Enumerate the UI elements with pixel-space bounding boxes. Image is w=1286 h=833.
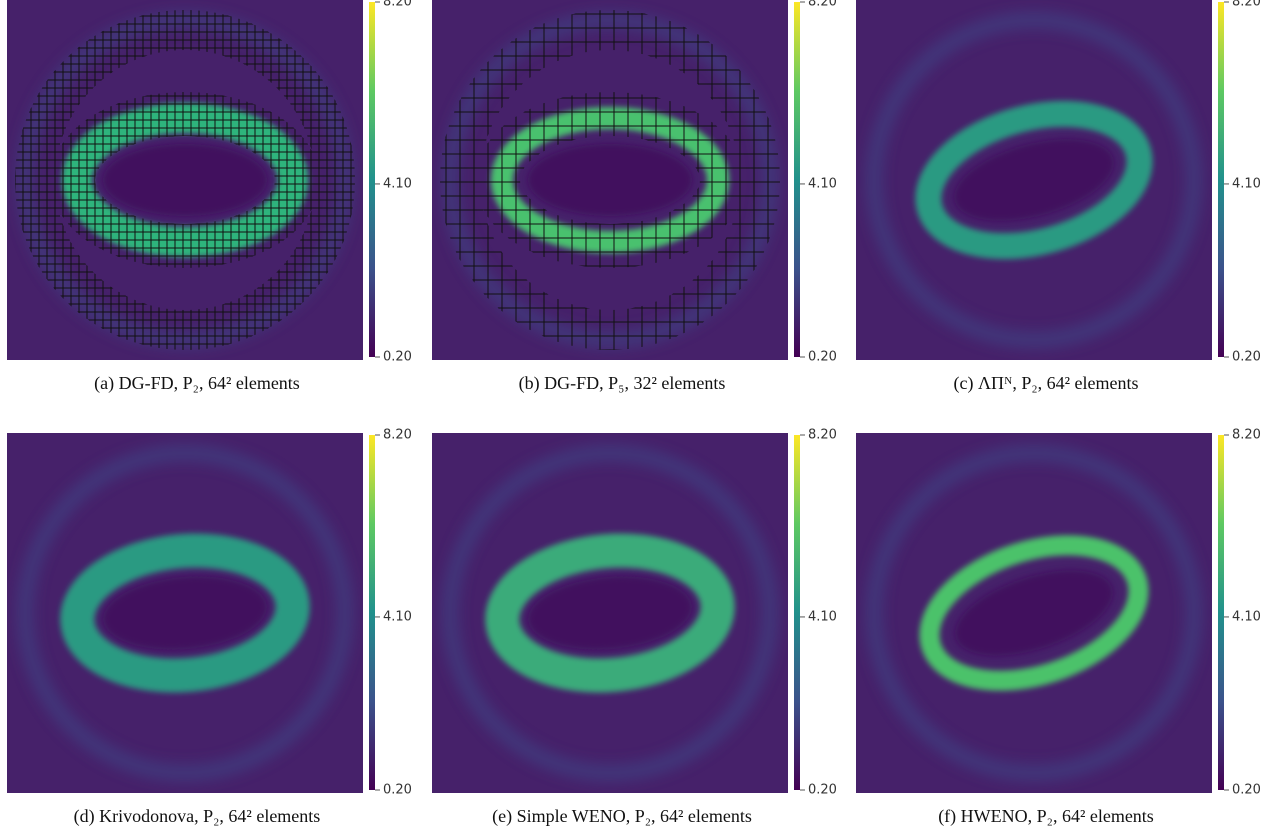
panel: 8.20 4.10 0.20 (b) DG-FD, P₅, 32² elements [432, 0, 837, 394]
caption: (a) DG-FD, P₂, 64² elements [94, 373, 300, 394]
mesh-ring [51, 92, 319, 268]
field-image [432, 0, 788, 360]
colorbar-tick-label: 0.20 [383, 350, 412, 365]
ring-group [915, 100, 1153, 260]
colorbar [794, 2, 800, 357]
core [103, 144, 267, 216]
core [528, 144, 692, 216]
field-image [856, 0, 1212, 360]
panel: 8.20 4.10 0.20 (d) Krivodonova, P₂, 64² ele… [7, 428, 412, 827]
colorbar-tick-label: 4.10 [808, 609, 837, 624]
outer-shock [866, 445, 1202, 781]
caption: (e) Simple WENO, P₂, 64² elements [492, 806, 752, 827]
colorbar-tick-label: 4.10 [1232, 176, 1261, 191]
colorbar-tick-label: 0.20 [808, 783, 837, 798]
ring [919, 535, 1149, 691]
colorbar-tick-label: 8.20 [1232, 0, 1261, 10]
core [528, 576, 692, 650]
ring-group [60, 533, 310, 693]
outer-shock [442, 445, 778, 781]
panel: 8.20 4.10 0.20 (c) ΛΠᴺ, P₂, 64² elements [856, 0, 1261, 394]
colorbar-tick-label: 4.10 [383, 609, 412, 624]
mesh-outer [440, 10, 780, 350]
field-image [7, 0, 363, 360]
caption: (d) Krivodonova, P₂, 64² elements [74, 806, 321, 827]
colorbar-tick-label: 0.20 [808, 350, 837, 365]
mesh-ring [476, 92, 744, 268]
ring [485, 533, 735, 693]
panel: 8.20 4.10 0.20 (e) Simple WENO, P₂, 64² ele… [432, 428, 837, 827]
field-image [7, 433, 363, 793]
colorbar [369, 435, 375, 790]
outer-shock [17, 445, 353, 781]
field-image [432, 433, 788, 793]
colorbar-tick-label: 4.10 [383, 176, 412, 191]
colorbar-tick-label: 0.20 [1232, 783, 1261, 798]
colorbar-tick-label: 8.20 [1232, 428, 1261, 443]
field-image [856, 433, 1212, 793]
colorbar-tick-label: 0.20 [383, 783, 412, 798]
colorbar [794, 435, 800, 790]
mesh-outer [15, 10, 355, 350]
colorbar-tick-label: 0.20 [1232, 350, 1261, 365]
colorbar-tick-label: 8.20 [808, 0, 837, 10]
colorbar-tick-label: 4.10 [1232, 609, 1261, 624]
ring [60, 533, 310, 693]
colorbar [369, 2, 375, 357]
panel: 8.20 4.10 0.20 (a) DG-FD, P₂, 64² elements [7, 0, 412, 394]
ring [915, 100, 1153, 260]
colorbar-tick-label: 8.20 [808, 428, 837, 443]
core [103, 576, 267, 650]
caption: (c) ΛΠᴺ, P₂, 64² elements [953, 373, 1138, 394]
core [955, 570, 1113, 656]
core [954, 139, 1114, 221]
colorbar-tick-label: 4.10 [808, 176, 837, 191]
ring-group [485, 533, 735, 693]
colorbar-tick-label: 8.20 [383, 0, 412, 10]
caption: (f) HWENO, P₂, 64² elements [938, 806, 1154, 827]
outer-shock [866, 12, 1202, 348]
colorbar [1218, 2, 1224, 357]
ring-group [919, 535, 1149, 691]
colorbar-tick-label: 8.20 [383, 428, 412, 443]
caption: (b) DG-FD, P₅, 32² elements [519, 373, 726, 394]
panel: 8.20 4.10 0.20 (f) HWENO, P₂, 64² elements [856, 428, 1261, 827]
colorbar [1218, 435, 1224, 790]
